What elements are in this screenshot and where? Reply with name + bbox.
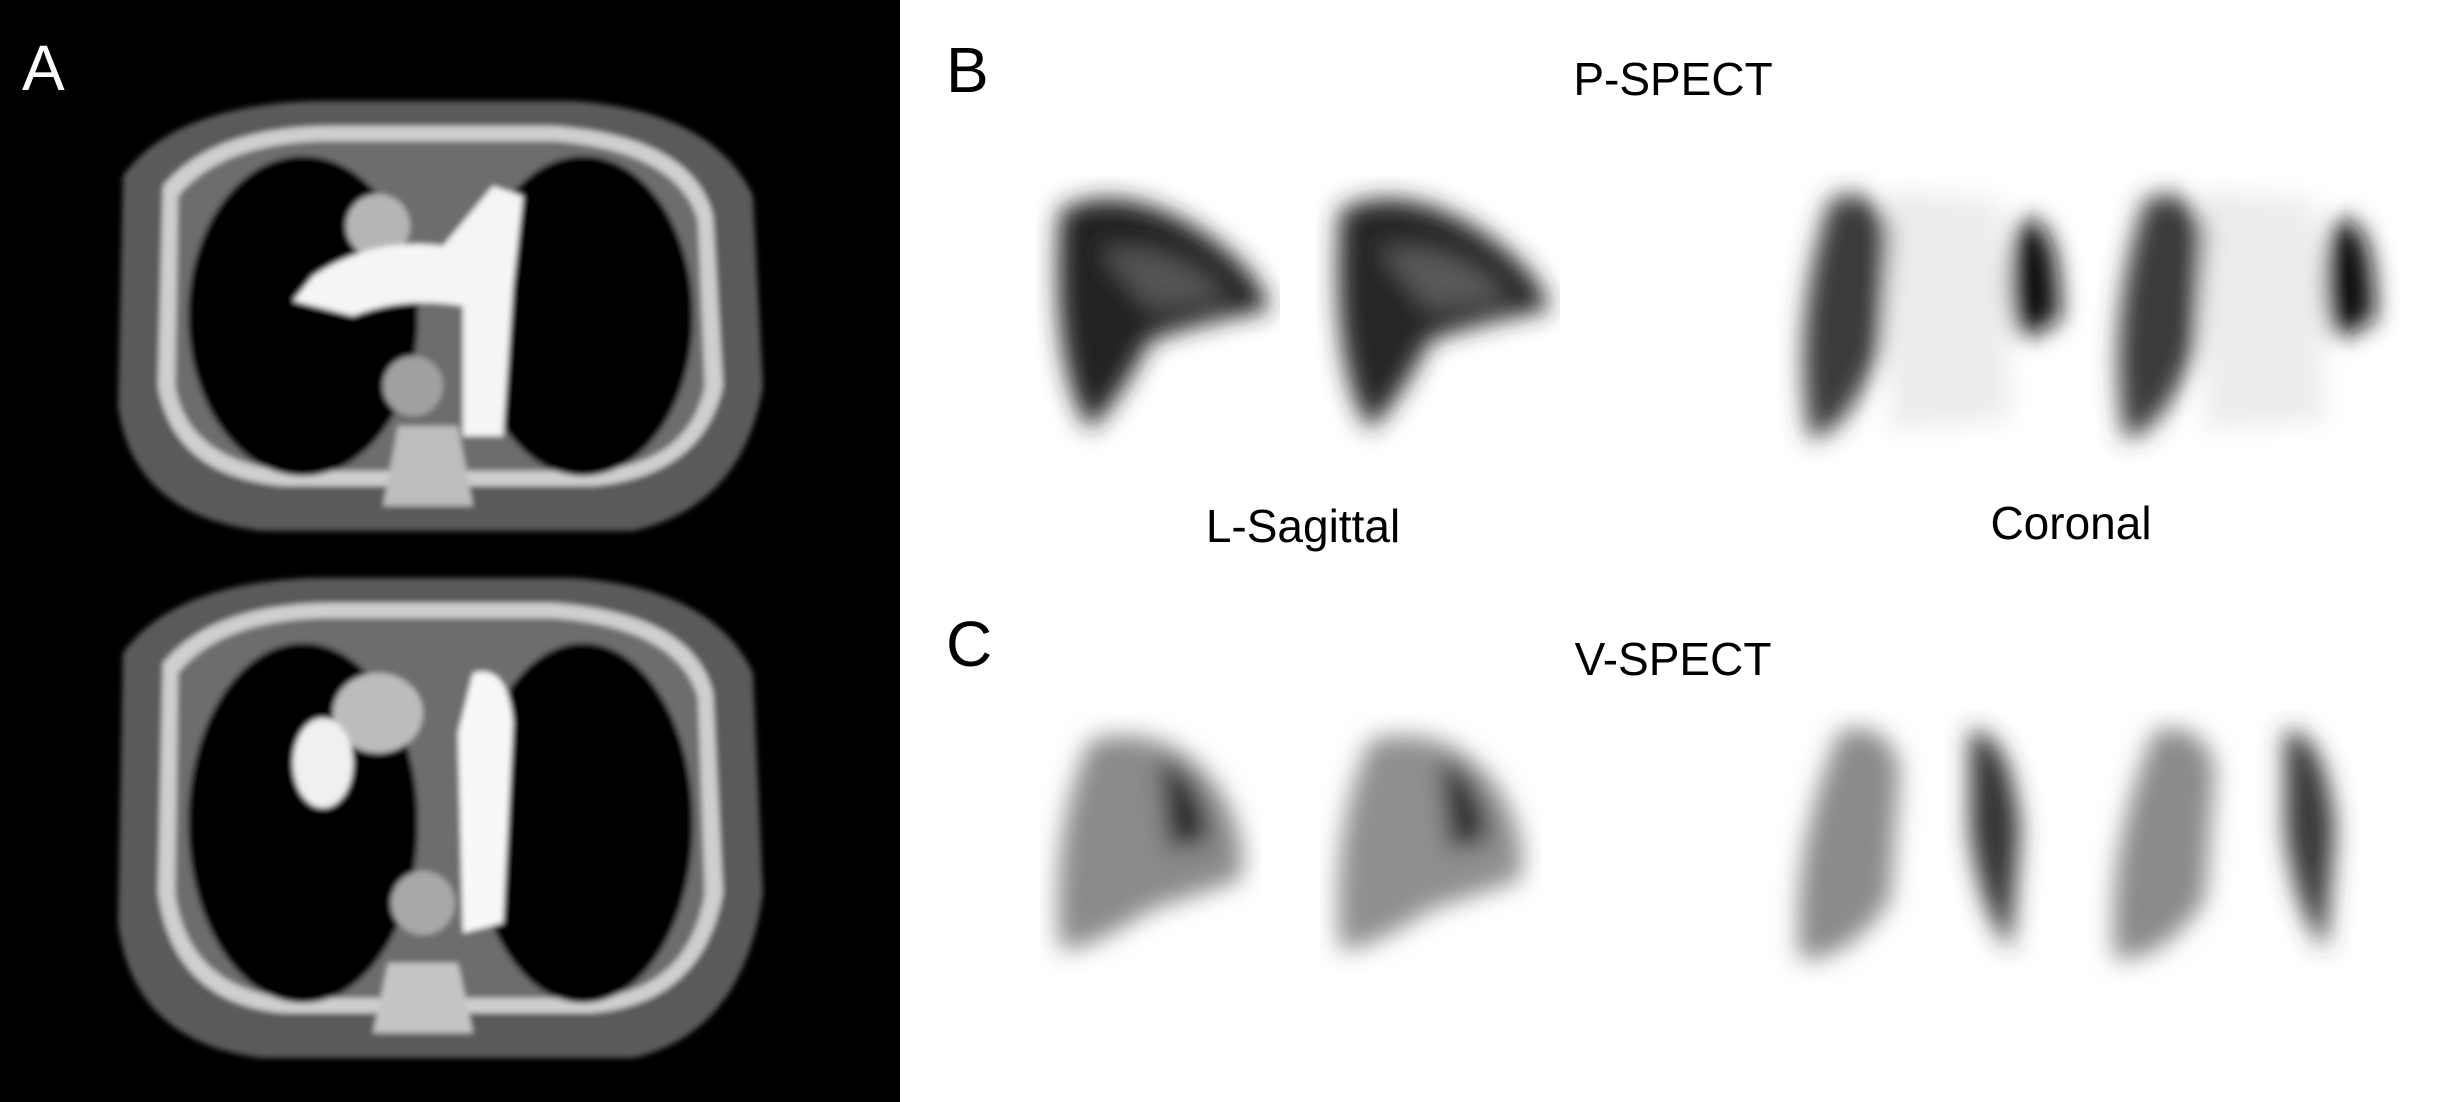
v-spect-sagittal-1 (1030, 710, 1280, 990)
panel-a-ct: A (0, 0, 900, 1102)
p-spect-sagittal-2 (1310, 170, 1560, 470)
panel-c-label: C (946, 608, 993, 680)
panel-b-label: B (946, 34, 989, 106)
l-sagittal-label: L-Sagittal (1205, 500, 1401, 552)
p-spect-coronal (1770, 170, 2400, 470)
panel-a-label: A (22, 32, 65, 104)
ct-image-upper (113, 86, 766, 540)
coronal-label: Coronal (1990, 497, 2152, 549)
v-spect-coronal (1770, 710, 2400, 990)
p-spect-sagittal-1 (1030, 170, 1280, 470)
v-spect-title: V-SPECT (1574, 633, 1772, 685)
p-spect-title: P-SPECT (1573, 53, 1773, 105)
v-spect-sagittal-2 (1310, 710, 1560, 990)
ct-image-lower (113, 563, 766, 1067)
